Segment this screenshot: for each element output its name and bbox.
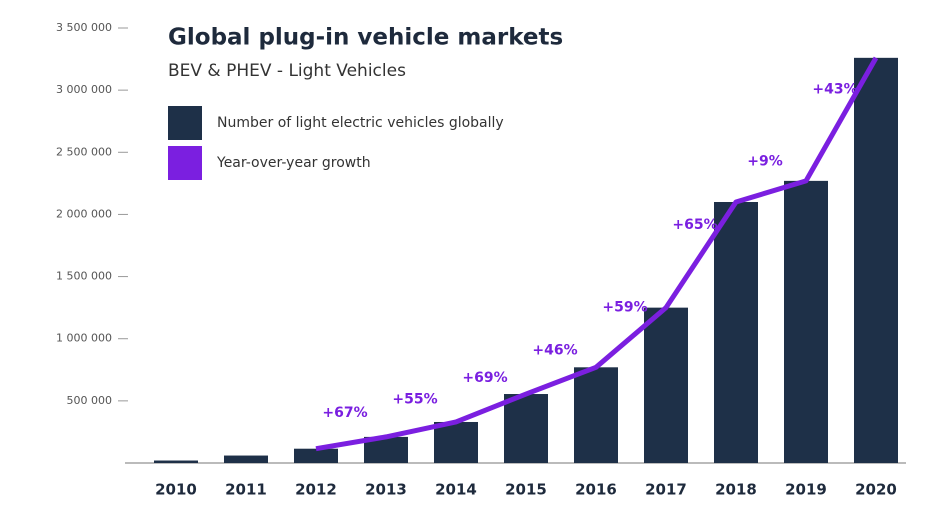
growth-label: +9% <box>747 153 783 169</box>
x-tick-label: 2020 <box>855 481 897 499</box>
legend-label: Number of light electric vehicles global… <box>217 115 504 131</box>
y-tick-label: 1 000 000 <box>56 332 112 345</box>
x-tick-label: 2012 <box>295 481 337 499</box>
bar <box>854 57 898 463</box>
growth-label: +69% <box>462 370 507 386</box>
x-tick-label: 2013 <box>365 481 407 499</box>
bar <box>714 202 758 463</box>
y-tick-label: 2 500 000 <box>56 145 112 158</box>
x-tick-label: 2015 <box>505 481 547 499</box>
growth-label: +55% <box>392 391 437 407</box>
bar <box>154 460 198 463</box>
x-tick-label: 2017 <box>645 481 687 499</box>
legend-swatch <box>168 146 202 180</box>
chart-subtitle: BEV & PHEV - Light Vehicles <box>168 61 406 81</box>
x-tick-label: 2016 <box>575 481 617 499</box>
bar <box>434 421 478 463</box>
y-tick-label: 500 000 <box>67 394 113 407</box>
x-tick-label: 2010 <box>155 481 197 499</box>
x-tick-label: 2011 <box>225 481 267 499</box>
bar <box>784 180 828 463</box>
y-tick-label: 3 000 000 <box>56 83 112 96</box>
x-tick-label: 2014 <box>435 481 477 499</box>
growth-label: +46% <box>532 343 577 359</box>
bar <box>224 455 268 463</box>
growth-label: +65% <box>672 217 717 233</box>
legend-label: Year-over-year growth <box>216 155 371 171</box>
y-tick-label: 1 500 000 <box>56 270 112 283</box>
growth-label: +67% <box>322 405 367 421</box>
growth-label: +59% <box>602 299 647 315</box>
legend-swatch <box>168 106 202 140</box>
chart-title: Global plug-in vehicle markets <box>168 25 563 51</box>
bar <box>294 448 338 463</box>
growth-label: +43% <box>812 81 857 97</box>
y-tick-label: 2 000 000 <box>56 207 112 220</box>
bar <box>574 367 618 463</box>
growth-line <box>315 56 879 452</box>
bar <box>644 307 688 463</box>
y-tick-label: 3 500 000 <box>56 21 112 34</box>
x-tick-label: 2019 <box>785 481 827 499</box>
bar <box>504 394 548 463</box>
x-tick-label: 2018 <box>715 481 757 499</box>
